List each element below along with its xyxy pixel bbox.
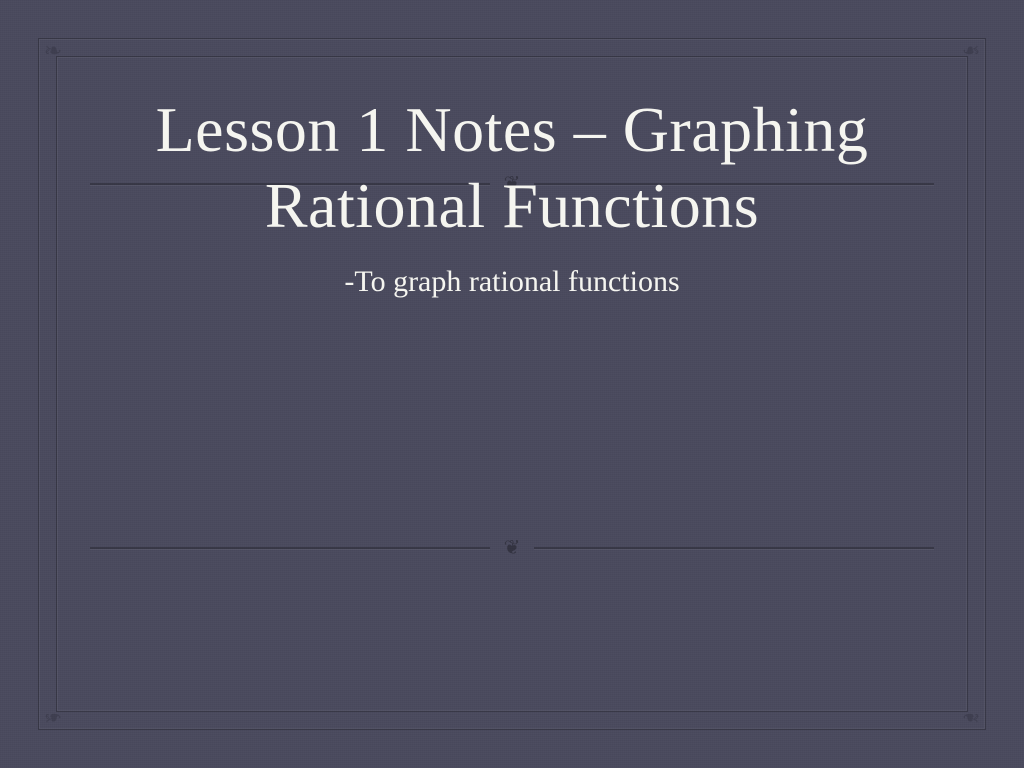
slide-title: Lesson 1 Notes – Graphing Rational Funct… bbox=[90, 92, 934, 243]
flourish-icon: ❦ bbox=[490, 538, 534, 558]
slide-content: Lesson 1 Notes – Graphing Rational Funct… bbox=[90, 92, 934, 299]
divider-line bbox=[90, 547, 490, 549]
corner-ornament-bottom-right: ❧ bbox=[958, 702, 984, 728]
corner-ornament-bottom-left: ❧ bbox=[40, 702, 66, 728]
corner-ornament-top-left: ❧ bbox=[40, 40, 66, 66]
divider-line bbox=[534, 547, 934, 549]
slide-subtitle: -To graph rational functions bbox=[90, 265, 934, 299]
corner-ornament-top-right: ❧ bbox=[958, 40, 984, 66]
decorative-divider-bottom: ❦ bbox=[90, 536, 934, 560]
